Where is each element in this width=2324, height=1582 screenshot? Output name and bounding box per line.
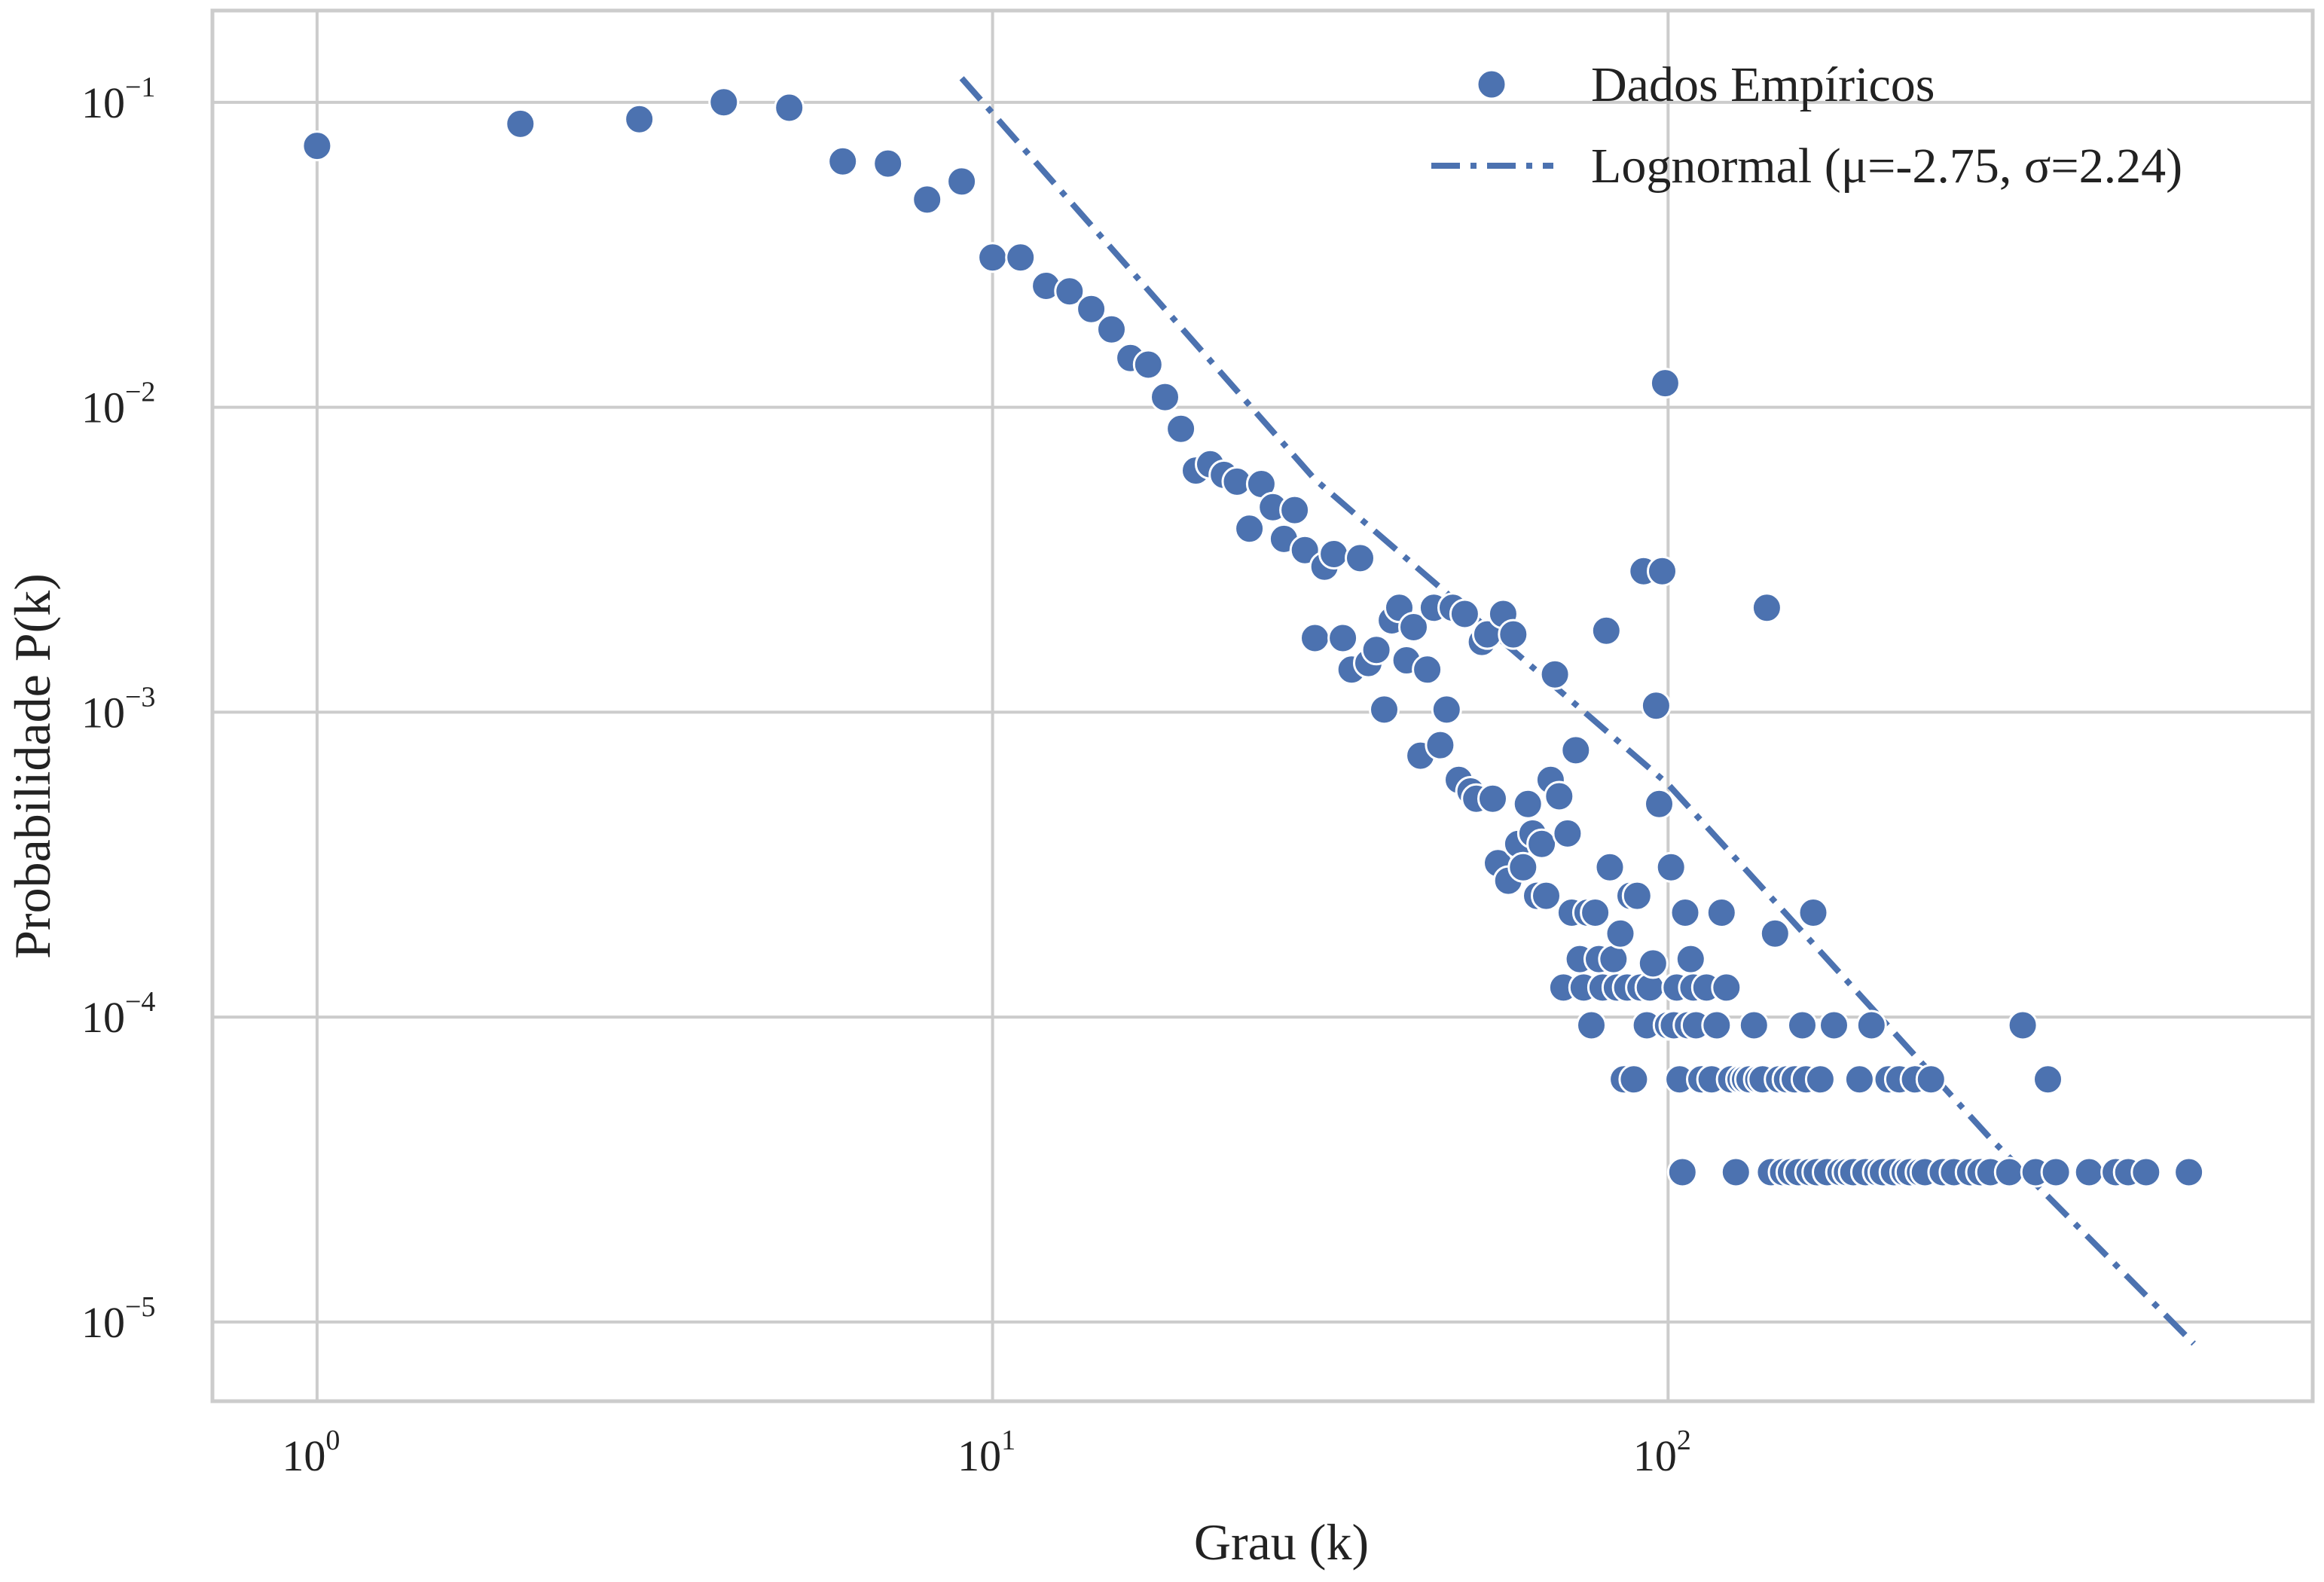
data-point xyxy=(1512,788,1544,820)
data-point xyxy=(1787,1009,1818,1041)
data-point xyxy=(1738,1009,1770,1041)
data-point xyxy=(1701,1009,1733,1041)
data-point xyxy=(1576,1009,1607,1041)
data-point xyxy=(1345,542,1376,574)
data-point xyxy=(2040,1156,2072,1188)
data-point xyxy=(2130,1156,2162,1188)
data-point xyxy=(1637,948,1669,979)
data-point xyxy=(1666,1156,1698,1188)
data-series xyxy=(301,76,2205,1346)
x-tick-label: 100 xyxy=(282,1425,340,1480)
data-point xyxy=(1234,513,1266,545)
data-point xyxy=(708,87,740,118)
data-point xyxy=(1552,817,1583,849)
data-point xyxy=(1361,634,1392,666)
data-point xyxy=(1580,897,1611,928)
plot-frame xyxy=(210,8,2315,1403)
legend-label-scatter: Dados Empíricos xyxy=(1591,57,1935,112)
data-point xyxy=(1369,694,1400,725)
data-point xyxy=(774,92,805,124)
data-point xyxy=(1005,242,1037,273)
data-point xyxy=(2007,1009,2038,1041)
x-axis-label: Grau (k) xyxy=(1194,1513,1369,1571)
y-tick-label: 10−4 xyxy=(81,986,155,1042)
data-point xyxy=(1132,349,1164,380)
data-point xyxy=(1531,880,1562,912)
tick-labels: 100 101 102 10−1 10−2 10−3 10−4 10−5 xyxy=(81,72,1691,1480)
data-point xyxy=(1993,1156,2025,1188)
data-point xyxy=(1526,828,1558,860)
data-point xyxy=(2032,1064,2063,1095)
x-tick-label: 102 xyxy=(1633,1425,1691,1480)
data-point xyxy=(2073,1156,2105,1188)
data-point xyxy=(1706,897,1737,928)
data-point xyxy=(1076,293,1107,325)
data-point xyxy=(827,145,859,177)
data-point xyxy=(1398,612,1429,643)
y-axis-label: Probabilidade P(k) xyxy=(4,573,61,959)
y-tick-label: 10−1 xyxy=(81,72,155,127)
data-point xyxy=(912,184,943,215)
data-point xyxy=(1711,972,1742,1003)
data-point xyxy=(624,103,655,135)
data-point xyxy=(1279,494,1311,526)
data-point xyxy=(1640,690,1672,722)
data-point xyxy=(1759,918,1791,949)
data-point xyxy=(1594,851,1626,883)
y-tick-label: 10−3 xyxy=(81,681,155,737)
data-point xyxy=(1618,1064,1650,1095)
data-point xyxy=(1647,555,1678,587)
data-point xyxy=(1054,276,1086,307)
data-point xyxy=(1327,622,1359,654)
data-point xyxy=(1621,880,1653,912)
data-point xyxy=(872,148,904,179)
data-point xyxy=(1449,598,1480,630)
y-tick-label: 10−5 xyxy=(81,1291,155,1347)
data-point xyxy=(2173,1156,2205,1188)
y-tick-label: 10−2 xyxy=(81,377,155,432)
data-point xyxy=(1498,618,1529,650)
data-point xyxy=(1477,783,1508,814)
data-point xyxy=(1544,780,1575,812)
x-tick-label: 101 xyxy=(957,1425,1015,1480)
data-point xyxy=(301,130,333,162)
legend-label-lognormal: Lognormal (μ=-2.75, σ=2.24) xyxy=(1591,139,2182,194)
data-point xyxy=(1425,729,1456,761)
data-point xyxy=(1644,788,1675,820)
data-point xyxy=(1855,1009,1887,1041)
data-point xyxy=(1539,658,1571,690)
data-point xyxy=(1431,694,1462,725)
data-point xyxy=(946,166,978,197)
data-point xyxy=(1819,1009,1849,1041)
data-point xyxy=(1669,897,1701,928)
data-point xyxy=(1797,897,1829,928)
data-point xyxy=(1560,734,1592,766)
data-point xyxy=(505,108,536,139)
legend-marker-scatter xyxy=(1476,69,1507,100)
data-point xyxy=(1299,622,1330,654)
data-point xyxy=(1915,1064,1947,1095)
data-point xyxy=(1507,851,1539,883)
data-point xyxy=(1165,413,1197,444)
data-point xyxy=(1751,592,1782,624)
data-point xyxy=(977,242,1009,273)
data-point xyxy=(1655,851,1687,883)
data-point xyxy=(1804,1064,1836,1095)
data-point xyxy=(1649,368,1681,399)
data-point xyxy=(1096,313,1127,345)
lognormal-fit-line xyxy=(959,76,2196,1346)
data-point xyxy=(1150,381,1180,413)
data-point xyxy=(1412,654,1443,686)
data-point xyxy=(1605,918,1636,949)
data-point xyxy=(1590,615,1622,646)
data-point xyxy=(1675,943,1706,975)
data-point xyxy=(1843,1064,1875,1095)
data-point xyxy=(1318,539,1350,570)
data-point xyxy=(1598,943,1629,975)
data-point xyxy=(1720,1156,1751,1188)
legend: Dados Empíricos Lognormal (μ=-2.75, σ=2.… xyxy=(1431,57,2182,194)
